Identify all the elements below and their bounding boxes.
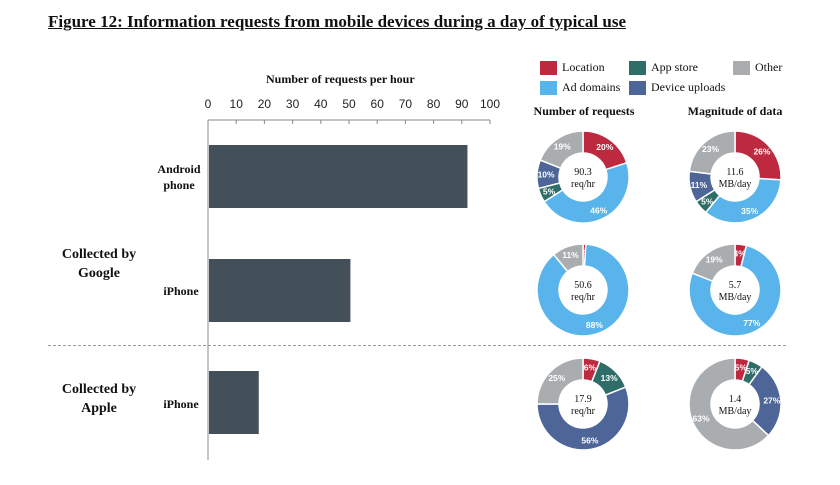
legend-device-uploads: Device uploads [629, 80, 725, 95]
group-label-apple: Collected by Apple [61, 382, 137, 416]
donut-slice-label: 25% [548, 373, 565, 383]
column-heading-requests: Number of requests [533, 104, 635, 118]
donut-center-value: 1.4 [729, 394, 742, 405]
bar-iphone-apple [209, 371, 259, 434]
bar-chart: 0 10 20 30 40 50 60 70 80 90 100 [205, 97, 500, 460]
legend-label-ad-domains: Ad domains [562, 80, 621, 94]
donut-slice-ad-domains [536, 243, 630, 337]
donut-slice-label: 1% [578, 248, 591, 258]
donut-slice-ad-domains [543, 161, 630, 224]
donut-slice-ad-domains [688, 244, 782, 337]
bar-tick-label: 10 [230, 97, 244, 111]
donut-slice-other [536, 357, 584, 405]
legend-swatch-location [540, 60, 557, 75]
group-separator [48, 345, 786, 346]
bar-tick-label: 70 [399, 97, 413, 111]
donut-slice-label: 20% [596, 142, 613, 152]
donut-slice-label: 6% [584, 363, 597, 373]
donut-slice-label: 5% [543, 187, 556, 197]
legend-label-device-uploads: Device uploads [651, 80, 726, 94]
donut-slice-label: 88% [586, 320, 603, 330]
donut-slice-ad-domains [704, 177, 782, 224]
legend-location: Location [540, 60, 605, 75]
donut-center-unit: MB/day [719, 292, 752, 303]
donut-center-value: 5.7 [729, 280, 742, 291]
donut-slice-other [539, 130, 584, 170]
legend-swatch-device-uploads [629, 80, 646, 95]
legend-ad-domains: Ad domains [540, 80, 620, 95]
legend-swatch-ad-domains [540, 80, 557, 95]
legend-swatch-app-store [629, 60, 646, 75]
donut-magnitude-0: 26% 35% 5% 11% 23% 11.6MB/day [688, 130, 782, 224]
donut-center-value: 50.6 [574, 280, 592, 291]
donut-slice-label: 11% [562, 250, 579, 260]
donut-center-value: 17.9 [574, 394, 592, 405]
bar-tick-label: 50 [342, 97, 356, 111]
donut-magnitude-2: 5%5% 27% 63% 1.4MB/day [688, 357, 782, 451]
legend-label-location: Location [562, 60, 605, 74]
donut-center-unit: MB/day [719, 179, 752, 190]
donut-slice-label: 77% [743, 318, 760, 328]
row-label-iphone-apple: iPhone [163, 397, 199, 411]
donut-slice-other [688, 357, 770, 451]
column-heading-magnitude: Magnitude of data [687, 104, 783, 118]
donut-slice-label: 19% [706, 254, 723, 264]
bar-tick-label: 80 [427, 97, 441, 111]
donut-slice-label: 35% [741, 206, 758, 216]
bar-iphone-google [209, 259, 351, 322]
donut-slice-label: 26% [753, 147, 770, 157]
bar-tick-label: 90 [455, 97, 469, 111]
bar-tick-label: 0 [205, 97, 212, 111]
donut-slice-label: 13% [601, 373, 618, 383]
donut-slice-label: 19% [554, 141, 571, 151]
figure-title: Figure 12: Information requests from mob… [48, 12, 626, 31]
donut-slice-device-uploads [536, 386, 630, 451]
bar-android-phone [209, 145, 468, 208]
donut-slice-label: 10% [538, 170, 555, 180]
bar-tick-label: 60 [371, 97, 385, 111]
donut-slice-label: 46% [590, 205, 607, 215]
legend-swatch-other [733, 60, 750, 75]
donut-slice-label: 27% [763, 396, 780, 406]
donut-center-value: 11.6 [726, 167, 743, 178]
donut-magnitude-1: 4% 77% 19% 5.7MB/day [688, 243, 782, 337]
legend-app-store: App store [629, 60, 698, 75]
donut-center-unit: MB/day [719, 406, 752, 417]
bar-axis-title: Number of requests per hour [266, 72, 415, 86]
bar-tick-label: 100 [480, 97, 500, 111]
donut-center-value: 90.3 [574, 167, 592, 178]
bar-tick-label: 40 [314, 97, 328, 111]
donut-slice-label: 56% [581, 435, 598, 445]
donut-center-unit: req/hr [571, 292, 596, 303]
donut-slice-label: 63% [693, 414, 710, 424]
row-label-iphone-google: iPhone [163, 284, 199, 298]
legend-other: Other [733, 60, 782, 75]
donut-slice-other [691, 243, 736, 283]
group-label-google: Collected by Google [61, 247, 137, 281]
row-label-android-phone: Android phone [157, 162, 201, 192]
bar-tick-label: 30 [286, 97, 300, 111]
bar-tick-label: 20 [258, 97, 272, 111]
legend-label-other: Other [755, 60, 783, 74]
donut-slice-other [688, 130, 736, 175]
donut-slice-label: 11% [691, 180, 708, 190]
donut-slice-label: 5% [746, 366, 759, 376]
donut-slice-label: 4% [733, 248, 746, 258]
legend-label-app-store: App store [651, 60, 698, 74]
donut-slice-label: 5% [701, 196, 714, 206]
donut-center-unit: req/hr [571, 406, 596, 417]
donut-center-unit: req/hr [571, 179, 596, 190]
donut-slice-label: 5% [735, 362, 748, 372]
donut-slice-other [552, 243, 584, 273]
donut-slice-label: 23% [702, 144, 719, 154]
